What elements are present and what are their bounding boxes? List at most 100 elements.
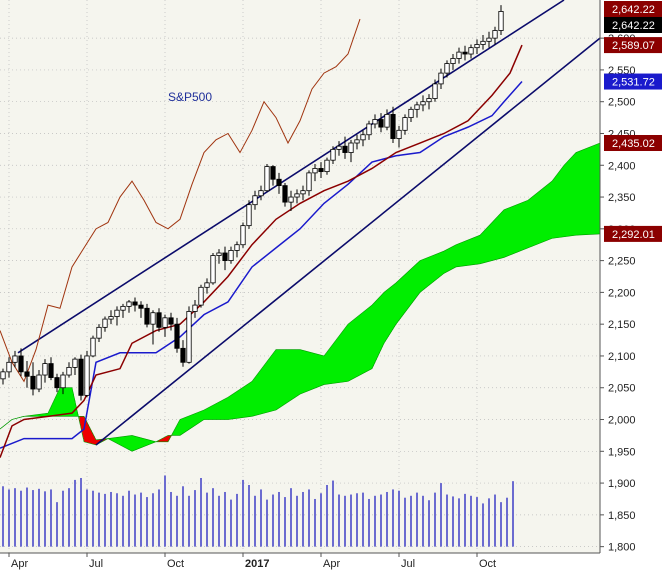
cloud-segment [109,438,112,441]
candle-body [234,244,240,251]
candle-body [396,129,402,139]
cloud-segment [582,149,584,235]
cloud-segment [186,416,188,432]
candle-body [198,286,204,306]
cloud-segment [337,336,340,383]
cloud-segment [190,414,193,429]
cloud-segment [465,240,467,266]
cloud-segment [472,237,475,265]
cloud-segment [39,414,41,417]
cloud-segment [316,353,319,388]
cloud-segment [261,367,263,414]
cloud-segment [480,233,482,264]
candle-body [210,255,216,284]
cloud-segment [267,359,269,413]
cloud-segment [54,397,56,417]
y-tick-label: 1,850 [608,510,636,522]
candle-body [306,172,312,192]
cloud-segment [357,315,359,377]
cloud-segment [217,402,220,420]
price-axis: 1,800 1,850 1,900 1,950 2,000 2,050 2,100 2,150… [600,33,636,554]
candle-body [126,301,132,307]
cloud-segment [540,189,542,244]
candle-body [498,11,504,31]
cloud-segment [271,353,274,412]
cloud-segment [462,241,464,267]
candle-body [102,318,108,328]
cloud-segment [216,402,218,420]
cloud-segment [387,288,389,339]
cloud-segment [493,219,496,261]
cloud-segment [259,369,262,415]
cloud-segment [576,151,578,236]
candle-body [66,366,72,376]
cloud-segment [52,400,55,417]
cloud-segment [208,406,211,420]
candle-body [84,355,90,396]
cloud-segment [454,244,457,268]
ichimoku-cloud [0,142,601,452]
candle-body [0,371,6,380]
cloud-segment [36,414,38,417]
cloud-segment [381,293,383,350]
cloud-segment [312,352,314,390]
cloud-segment [541,188,544,243]
cloud-segment [279,349,281,408]
cloud-segment [255,375,257,416]
cloud-segment [112,437,115,442]
cloud-segment [535,193,538,245]
candle-body [150,312,156,325]
cloud-segment [237,390,239,419]
candlesticks [0,5,504,401]
cloud-segment [219,401,221,420]
cloud-segment [303,350,305,393]
cloud-segment [196,412,199,425]
cloud-segment [339,334,341,383]
cloud-segment [555,175,557,238]
candle-body [246,204,252,227]
cloud-segment [214,403,217,420]
candle-body [366,123,372,136]
cloud-segment [177,422,179,436]
cloud-segment [205,408,208,420]
cloud-segment [304,350,307,393]
candle-body [108,316,114,320]
candle-body [270,166,276,180]
cloud-segment [310,352,313,390]
cloud-segment [282,349,284,407]
candle-body [18,355,24,373]
cloud-segment [123,436,125,448]
cloud-segment [133,435,136,451]
cloud-segment [243,386,245,418]
cloud-segment [490,222,493,262]
cloud-segment [138,436,140,449]
cloud-segment [499,212,502,259]
cloud-segment [325,351,328,385]
cloud-segment [517,203,520,253]
price-tag-label: 2,642.22 [612,20,655,32]
cloud-segment [370,305,373,370]
cloud-segment [48,409,50,417]
cloud-segment [274,349,277,411]
candle-body [456,51,462,59]
cloud-segment [270,355,272,412]
cloud-segment [57,390,59,417]
price-tag-label: 2,642.22 [612,4,655,16]
cloud-segment [471,238,473,265]
cloud-segment [324,353,326,385]
candle-body [180,347,186,363]
candle-body [162,317,168,328]
cloud-segment [468,239,470,266]
cloud-segment [46,413,49,417]
cloud-segment [285,349,287,405]
x-tick-label: Apr [323,558,340,570]
cloud-segment [127,435,130,450]
cloud-segment [568,158,571,237]
cloud-segment [451,246,454,270]
cloud-segment [301,349,304,394]
cloud-segment [355,317,358,378]
candle-body [420,101,426,106]
candle-body [426,98,432,103]
cloud-segment [220,400,223,420]
x-tick-label: 2017 [245,558,269,570]
